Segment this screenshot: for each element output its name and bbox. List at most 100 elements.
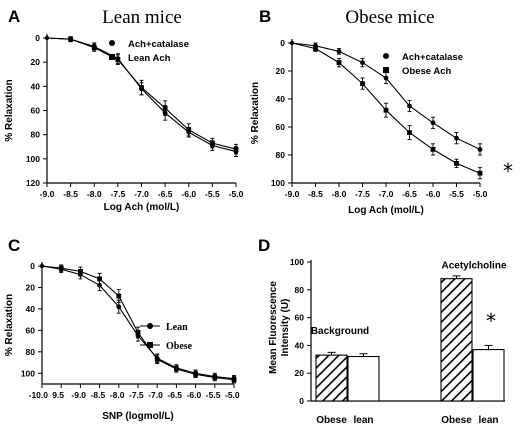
x-tick-label: -7.5	[355, 189, 370, 199]
x-axis-label: Log Ach (mol/L)	[348, 205, 424, 216]
x-tick-label: -7.0	[379, 189, 394, 199]
y-tick-label: 40	[276, 94, 286, 104]
legend-label: Obese Ach	[402, 66, 451, 77]
y-tick-label: 0	[299, 396, 304, 406]
data-point	[383, 75, 389, 81]
x-tick-label: -7.5	[129, 390, 144, 400]
legend-marker	[383, 53, 389, 59]
legend-marker	[109, 40, 115, 46]
panel-letter: D	[258, 236, 270, 255]
y-tick-label: 40	[31, 81, 41, 91]
y-tick-label: 120	[26, 178, 40, 188]
x-tick-label: -7.5	[111, 189, 126, 199]
y-tick-label: 60	[276, 122, 286, 132]
data-point	[477, 147, 483, 152]
x-tick-label: -6.0	[187, 390, 202, 400]
y-tick-label: 80	[276, 150, 286, 160]
category-label: lean	[478, 415, 498, 426]
series-line-lean	[41, 265, 235, 380]
y-tick-label: 100	[21, 368, 35, 378]
series-line-obese	[41, 265, 235, 381]
group-label: Background	[311, 326, 369, 337]
y-axis-label: % Relaxation	[250, 82, 261, 144]
x-tick-label: -5.0	[229, 189, 244, 199]
data-point	[233, 146, 239, 152]
data-point	[231, 377, 237, 383]
y-tick-label: 80	[31, 130, 41, 140]
legend-marker	[383, 67, 389, 73]
y-axis-label: % Relaxation	[4, 294, 15, 356]
y-tick-label: 100	[271, 178, 285, 188]
category-label: Obese	[316, 415, 347, 426]
y-tick-label: 80	[26, 347, 36, 357]
legend-label: Ach+catalase	[128, 39, 189, 50]
x-tick-label: -8.0	[87, 189, 102, 199]
significance-star: *	[486, 309, 496, 333]
x-tick-label: -6.5	[167, 390, 182, 400]
bar-background-obese	[315, 354, 348, 402]
x-tick-label: -8.5	[91, 390, 106, 400]
y-tick-label: 100	[290, 257, 304, 267]
y-tick-label: 0	[35, 33, 40, 43]
legend-label: Ach+catalase	[402, 52, 463, 63]
x-tick-label: -5.5	[449, 189, 464, 199]
legend-marker	[147, 323, 153, 329]
data-point	[209, 140, 215, 146]
x-tick-label: 9.5	[52, 390, 64, 400]
y-tick-label: 0	[280, 38, 285, 48]
panel-letter: A	[8, 7, 20, 26]
data-point	[186, 127, 192, 133]
data-point	[174, 366, 179, 372]
y-tick-label: 80	[295, 285, 305, 295]
data-point	[78, 268, 83, 274]
x-tick-label: -6.0	[426, 189, 441, 199]
group-label: Acetylcholine	[441, 261, 506, 272]
data-point	[139, 85, 144, 90]
bar-acetylcholine-lean	[472, 349, 505, 402]
data-point	[454, 135, 459, 141]
x-tick-label: -7.0	[134, 189, 149, 199]
x-tick-label: -6.5	[158, 189, 173, 199]
bar-background-lean	[347, 355, 380, 402]
x-axis-label: Log Ach (mol/L)	[104, 202, 180, 213]
legend-label: Lean	[166, 322, 188, 333]
category-label: lean	[353, 415, 373, 426]
y-tick-label: 20	[31, 57, 41, 67]
data-point	[193, 371, 198, 377]
data-point	[407, 130, 412, 135]
data-point	[430, 120, 436, 126]
data-point	[407, 103, 412, 109]
x-tick-label: -9.0	[285, 189, 300, 199]
data-point	[97, 276, 102, 282]
data-point	[336, 60, 342, 65]
x-tick-label: -9.0	[71, 390, 86, 400]
data-point	[116, 293, 122, 299]
y-tick-label: 40	[26, 304, 36, 314]
x-tick-label: -7.0	[148, 390, 163, 400]
data-point	[360, 60, 365, 65]
x-tick-label: -5.0	[225, 390, 240, 400]
data-point	[135, 330, 141, 335]
significance-star: *	[503, 159, 513, 183]
x-tick-label: -10.0	[29, 390, 49, 400]
x-tick-label: -8.5	[63, 189, 78, 199]
data-point	[154, 356, 160, 362]
legend-label: Lean Ach	[128, 53, 171, 64]
x-tick-label: -8.5	[308, 189, 323, 199]
y-tick-label: 20	[276, 66, 286, 76]
panel-title: Obese mice	[345, 7, 434, 28]
x-tick-label: -8.0	[332, 189, 347, 199]
y-tick-label: 0	[30, 261, 35, 271]
panel-letter: B	[259, 7, 271, 26]
legend-marker	[147, 342, 153, 348]
data-point	[116, 304, 122, 310]
x-tick-label: -8.0	[110, 390, 125, 400]
data-point	[477, 170, 483, 176]
legend-marker	[109, 54, 115, 60]
y-tick-label: 60	[26, 325, 36, 335]
data-point	[336, 49, 342, 54]
panel-title: Lean mice	[102, 7, 182, 28]
data-point	[68, 36, 74, 42]
panel-letter: C	[8, 236, 20, 255]
